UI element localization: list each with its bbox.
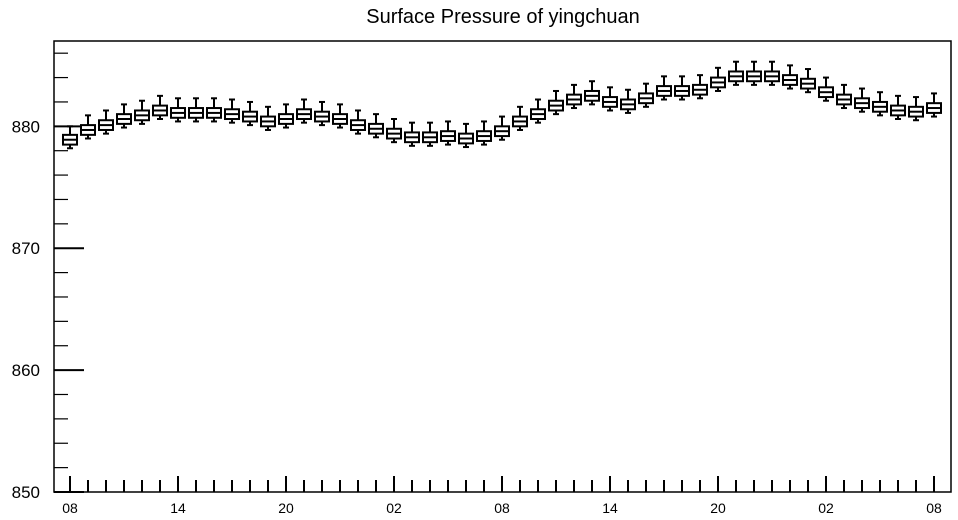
box	[116, 103, 132, 129]
box	[278, 103, 294, 129]
box	[170, 97, 186, 123]
box	[260, 105, 276, 131]
box	[926, 92, 942, 118]
box	[656, 75, 672, 101]
box	[80, 114, 96, 140]
x-tick-label: 14	[602, 500, 618, 516]
box	[602, 86, 618, 112]
box	[620, 88, 636, 114]
box	[296, 98, 312, 124]
x-tick-label: 02	[818, 500, 834, 516]
x-tick-label: 08	[926, 500, 942, 516]
box	[908, 96, 924, 122]
x-tick-label: 02	[386, 500, 402, 516]
box	[890, 94, 906, 121]
chart-title: Surface Pressure of yingchuan	[366, 6, 640, 28]
box	[692, 74, 708, 100]
box	[134, 99, 150, 125]
y-tick-label: 880	[12, 117, 40, 136]
box	[782, 64, 798, 90]
box	[638, 82, 654, 108]
box	[242, 100, 258, 127]
x-tick-label: 08	[494, 500, 510, 516]
x-tick-label: 14	[170, 500, 186, 516]
box	[188, 97, 204, 123]
box	[440, 120, 456, 146]
x-tick-label: 08	[62, 500, 78, 516]
y-tick-label: 870	[12, 239, 40, 258]
box	[746, 60, 762, 86]
box	[494, 115, 510, 141]
box	[206, 97, 222, 123]
box	[530, 98, 546, 124]
y-axis: 850 860 870 880	[12, 52, 84, 502]
box	[566, 83, 582, 110]
box-series	[62, 60, 942, 150]
box	[386, 118, 402, 144]
box	[764, 60, 780, 86]
box	[476, 120, 492, 146]
x-tick-label: 20	[710, 500, 726, 516]
box	[98, 109, 114, 135]
x-axis: 08 14 20 02 08 14 20 02 08	[62, 476, 942, 516]
box	[422, 121, 438, 147]
box	[818, 76, 834, 102]
box	[800, 68, 816, 94]
box	[314, 100, 330, 127]
box	[512, 105, 528, 131]
box	[62, 125, 78, 150]
box	[224, 98, 240, 124]
box	[548, 89, 564, 116]
box	[350, 109, 366, 135]
y-tick-label: 860	[12, 361, 40, 380]
box	[710, 66, 726, 92]
box	[368, 113, 384, 139]
x-tick-label: 20	[278, 500, 294, 516]
box	[404, 121, 420, 147]
y-tick-label: 850	[12, 483, 40, 502]
box	[836, 83, 852, 110]
box	[584, 80, 600, 106]
box	[152, 94, 168, 121]
box	[854, 87, 870, 113]
box	[332, 103, 348, 129]
box	[872, 91, 888, 117]
box	[728, 60, 744, 86]
box	[458, 122, 474, 149]
box	[674, 75, 690, 101]
